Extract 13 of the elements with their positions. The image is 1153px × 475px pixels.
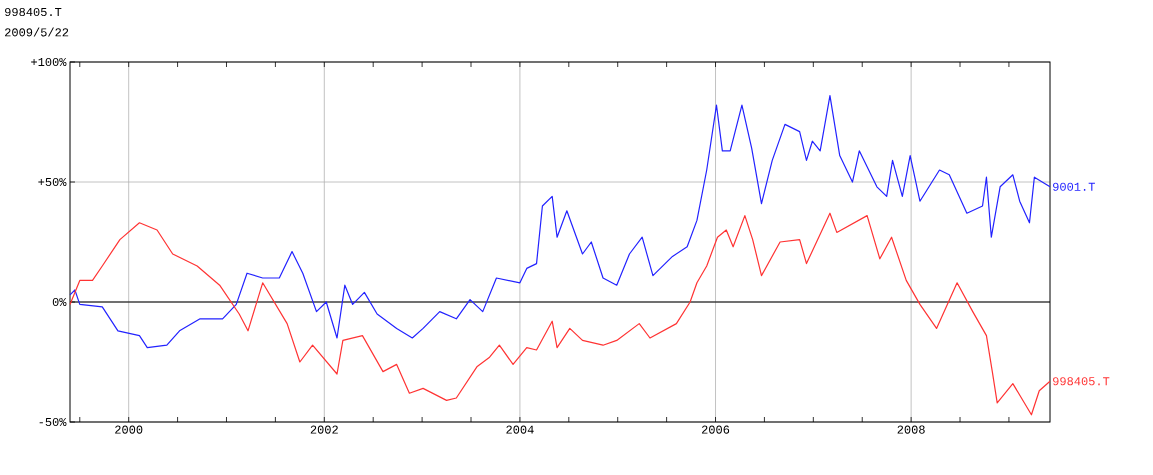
y-tick-label: -50% bbox=[39, 417, 67, 427]
y-tick-label: 0% bbox=[52, 297, 67, 307]
y-tick-label: +100% bbox=[31, 57, 67, 67]
x-tick-label: 2004 bbox=[506, 425, 534, 434]
series-label: 998405.T bbox=[1053, 377, 1110, 386]
x-tick-label: 2000 bbox=[115, 425, 143, 434]
series-label: 9001.T bbox=[1053, 182, 1095, 191]
x-tick-label: 2008 bbox=[897, 425, 925, 434]
x-tick-label: 2006 bbox=[701, 425, 730, 434]
y-tick-label: +50% bbox=[38, 177, 67, 187]
x-tick-label: 2002 bbox=[310, 425, 338, 434]
chart-title: 998405.T bbox=[5, 7, 62, 17]
chart-subtitle: 2009/5/22 bbox=[5, 27, 69, 37]
